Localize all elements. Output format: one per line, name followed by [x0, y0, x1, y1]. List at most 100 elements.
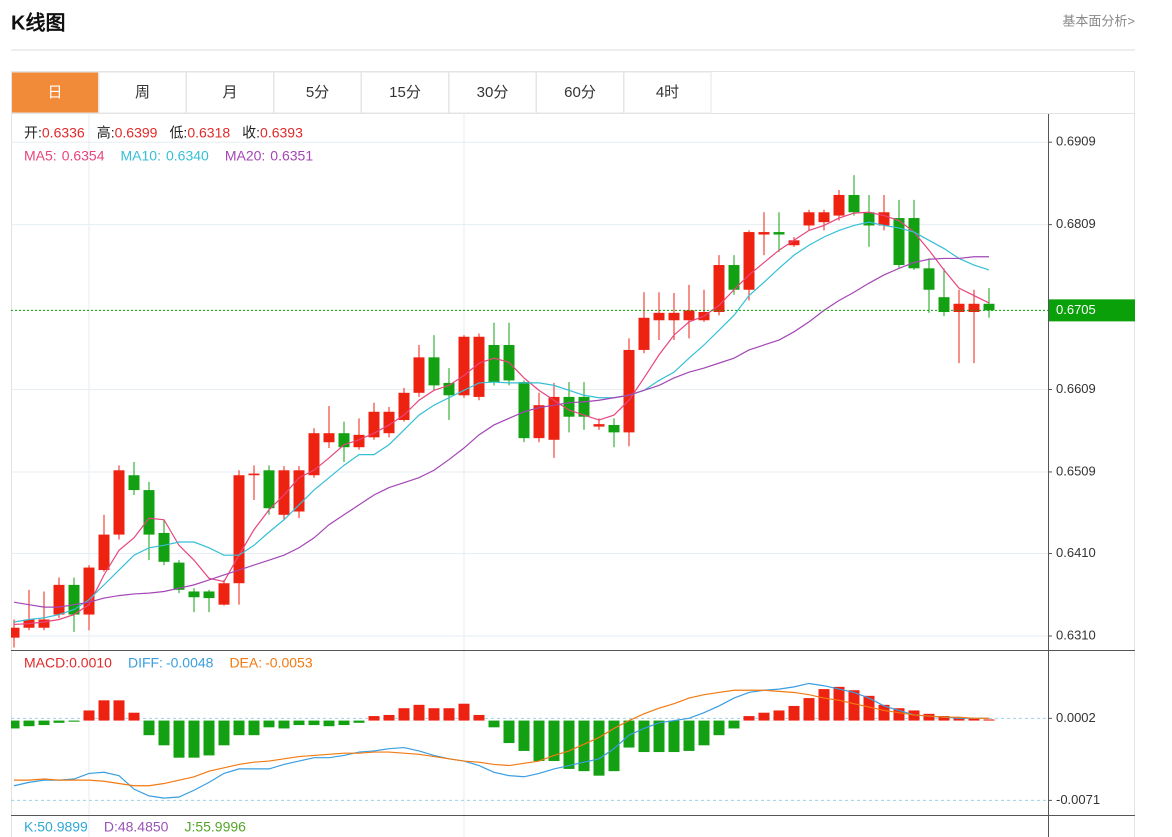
candle-body: [458, 336, 470, 396]
indicator-line: [13, 221, 990, 623]
macd-bar: [98, 700, 110, 721]
candle-body: [563, 396, 575, 417]
last-price-label: 0.6705: [1056, 302, 1096, 317]
tab-label[interactable]: 5分: [306, 84, 329, 101]
candle-body: [488, 344, 500, 383]
macd-bar: [968, 718, 980, 721]
tab[interactable]: [623, 71, 712, 114]
macd-bar: [23, 720, 35, 727]
readout-value: 0.6318: [187, 125, 230, 141]
macd-bar: [728, 720, 740, 729]
kdj-name: D:: [104, 819, 118, 835]
candle-body: [158, 532, 170, 562]
macd-bar: [203, 720, 215, 756]
page-title: K线图: [11, 10, 65, 34]
candle-body: [38, 619, 50, 628]
macd-bar: [128, 712, 140, 721]
candle-body: [113, 470, 125, 535]
candle-body: [188, 591, 200, 598]
candle-body: [203, 591, 215, 599]
macd-bar: [68, 720, 80, 722]
candle-body: [728, 265, 740, 290]
legend-name: MA20:: [225, 148, 265, 164]
tab[interactable]: [11, 71, 99, 114]
indicator-line: [13, 211, 990, 626]
macd-bar: [218, 720, 230, 746]
macd-bar: [113, 700, 125, 721]
macd-bar: [578, 720, 590, 772]
y-tick-label: 0.6609: [1056, 381, 1096, 396]
macd-bar: [533, 720, 545, 762]
candle-body: [368, 411, 380, 438]
macd-bar: [11, 720, 20, 729]
tab-label[interactable]: 4时: [656, 84, 679, 101]
tab[interactable]: [98, 71, 187, 114]
candle-body: [893, 218, 905, 266]
candle-body: [653, 312, 665, 321]
legend-value: 0.6354: [62, 148, 105, 164]
macd-bar: [188, 720, 200, 758]
tab-label[interactable]: 月: [222, 84, 237, 101]
macd-bar: [278, 720, 290, 729]
candle-body: [878, 212, 890, 226]
tab-label[interactable]: 日: [47, 84, 62, 101]
macd-bar: [233, 720, 245, 736]
macd-bar: [803, 698, 815, 721]
y-tick-label: 0.6809: [1056, 216, 1096, 231]
macd-bar: [758, 712, 770, 721]
macd-bar: [773, 710, 785, 721]
macd-bar: [878, 704, 890, 721]
candle-body: [683, 310, 695, 321]
candle-body: [638, 317, 650, 350]
indicator-line: [13, 256, 989, 608]
legend-value: -0.0053: [265, 655, 313, 671]
tab-label[interactable]: 30分: [477, 84, 509, 101]
readout-value: 0.6399: [115, 125, 158, 141]
candle-body: [938, 297, 950, 313]
legend-name: DIFF:: [128, 655, 163, 671]
tab[interactable]: [448, 71, 537, 114]
macd-bar: [323, 720, 335, 727]
macd-bar: [428, 708, 440, 721]
legend-value: 0.6351: [270, 148, 313, 164]
macd-bar: [653, 720, 665, 753]
tab-label[interactable]: 周: [135, 84, 150, 101]
legend-name: MA10:: [121, 148, 161, 164]
candle-body: [443, 382, 455, 396]
y-tick-label: 0.6410: [1056, 545, 1096, 560]
macd-bar: [38, 720, 50, 726]
candle-body: [293, 470, 305, 512]
candle-body: [428, 357, 440, 386]
candle-body: [263, 470, 275, 509]
legend-value: 0.0010: [69, 655, 112, 671]
candle-body: [518, 382, 530, 439]
candle-body: [11, 627, 20, 638]
candle-body: [908, 218, 920, 269]
macd-bar: [248, 720, 260, 736]
tab[interactable]: [536, 71, 624, 114]
readout-name: 收:: [242, 125, 260, 141]
legend-name: MA5:: [24, 148, 57, 164]
fundamental-link[interactable]: 基本面分析>: [1062, 13, 1135, 28]
candle-body: [833, 194, 845, 216]
kdj-value: 50.9899: [37, 819, 88, 835]
candle-body: [413, 357, 425, 393]
candle-body: [578, 396, 590, 417]
macd-bar: [713, 720, 725, 736]
tab-label[interactable]: 15分: [389, 84, 421, 101]
macd-bar: [818, 689, 830, 721]
macd-bar: [623, 720, 635, 748]
candle-body: [803, 212, 815, 226]
candle-body: [308, 433, 320, 476]
candle-body: [383, 411, 395, 434]
candle-body: [248, 473, 260, 476]
tab-label[interactable]: 60分: [564, 84, 596, 101]
legend-name: MACD:: [24, 655, 69, 671]
macd-bar: [158, 720, 170, 746]
macd-bar: [938, 716, 950, 721]
candle-body: [68, 584, 80, 615]
candle-body: [953, 303, 965, 313]
candle-body: [773, 232, 785, 235]
